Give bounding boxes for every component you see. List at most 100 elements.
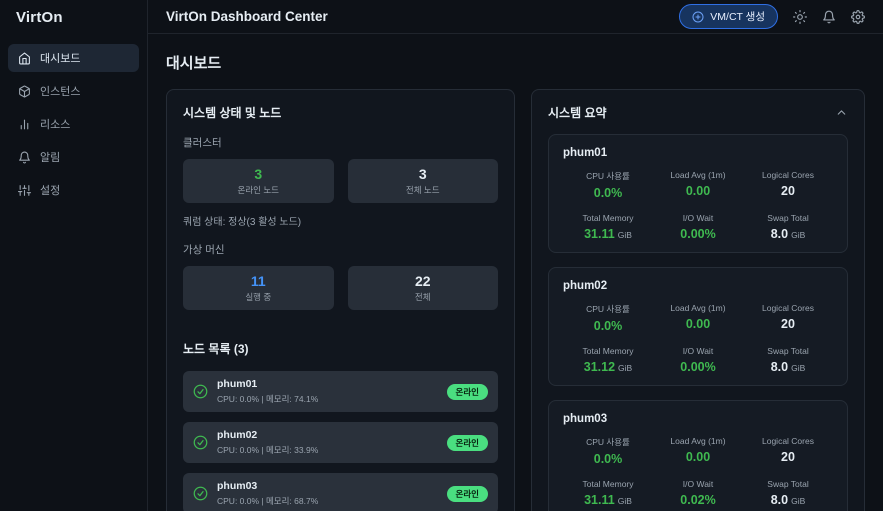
node-detail: CPU: 0.0% | 메모리: 33.9% — [217, 445, 319, 455]
metric-value: 31.12 GiB — [583, 359, 633, 374]
sidebar-item-alerts[interactable]: 알림 — [8, 143, 139, 171]
summary-card-phum02: phum02 CPU 사용률 0.0% Load Avg (1m) 0.00 — [548, 267, 848, 386]
metric-value: 20 — [781, 450, 795, 464]
summary-card-phum03: phum03 CPU 사용률 0.0% Load Avg (1m) 0.00 — [548, 400, 848, 511]
metric-unit: GiB — [791, 495, 806, 506]
stat-label: 실행 중 — [245, 291, 272, 302]
theme-toggle-button[interactable] — [793, 9, 807, 24]
metric-value: 0.0% — [593, 452, 623, 466]
sidebar-nav: 대시보드 인스턴스 리소스 알림 설정 — [0, 34, 147, 214]
metric-cpu: CPU 사용률 0.0% — [563, 170, 653, 200]
metric-load: Load Avg (1m) 0.00 — [653, 436, 743, 466]
metric-value: 8.0 GiB — [770, 226, 806, 241]
metric-value: 0.00 — [685, 450, 711, 464]
stat-label: 전체 — [414, 291, 431, 302]
sidebar-item-label: 알림 — [40, 152, 61, 164]
metric-value: 0.00 — [685, 184, 711, 198]
node-row-phum03[interactable]: phum03 CPU: 0.0% | 메모리: 68.7% 온라인 — [183, 473, 498, 511]
create-vm-button-label: VM/CT 생성 — [710, 11, 765, 23]
metric-label: I/O Wait — [682, 345, 714, 356]
metric-value: 0.0% — [593, 319, 623, 333]
panel-row: 시스템 상태 및 노드 클러스터 3 온라인 노드 3 전체 노드 쿼럼 상태:… — [166, 89, 865, 511]
summary-panel-title: 시스템 요약 — [548, 106, 607, 120]
node-row-phum01[interactable]: phum01 CPU: 0.0% | 메모리: 74.1% 온라인 — [183, 371, 498, 412]
header-actions: VM/CT 생성 — [679, 4, 865, 29]
bell-icon — [823, 10, 835, 23]
stat-label: 온라인 노드 — [237, 184, 279, 195]
notifications-button[interactable] — [822, 10, 836, 24]
node-detail: CPU: 0.0% | 메모리: 68.7% — [217, 496, 319, 506]
metric-unit: GiB — [617, 495, 632, 506]
metric-value: 0.00 — [685, 317, 711, 331]
metric-label: Swap Total — [767, 478, 809, 489]
node-name: phum03 — [217, 480, 258, 492]
summary-node-name: phum02 — [563, 280, 608, 292]
sidebar-item-instances[interactable]: 인스턴스 — [8, 77, 139, 105]
sidebar-item-settings[interactable]: 설정 — [8, 176, 139, 204]
check-circle-icon — [193, 486, 208, 501]
main-area: VirtOn Dashboard Center VM/CT 생성 대시보드 — [148, 0, 883, 511]
stat-value: 3 — [254, 165, 263, 182]
metric-label: Load Avg (1m) — [670, 303, 726, 313]
metric-label: Swap Total — [767, 212, 809, 223]
metric-label: I/O Wait — [682, 478, 714, 489]
bell-icon — [18, 151, 31, 164]
metric-value: 0.00% — [680, 226, 716, 241]
stat-card-online-nodes: 3 온라인 노드 — [183, 159, 334, 203]
top-header: VirtOn Dashboard Center VM/CT 생성 — [148, 0, 883, 34]
metric-label: Load Avg (1m) — [670, 436, 726, 446]
metric-memory: Total Memory 31.12 GiB — [563, 346, 653, 374]
sun-icon — [793, 9, 807, 24]
status-panel: 시스템 상태 및 노드 클러스터 3 온라인 노드 3 전체 노드 쿼럼 상태:… — [166, 89, 515, 511]
sidebar-item-dashboard[interactable]: 대시보드 — [8, 44, 139, 72]
metric-value: 8.0 GiB — [770, 359, 806, 374]
metric-unit: GiB — [617, 229, 632, 240]
plus-circle-icon — [692, 11, 704, 22]
metric-memory: Total Memory 31.11 GiB — [563, 479, 653, 507]
metric-value: 0.00% — [680, 359, 716, 374]
metric-value: 0.0% — [593, 186, 623, 200]
metric-cores: Logical Cores 20 — [743, 170, 833, 200]
metric-value: 31.11 GiB — [584, 226, 632, 241]
vm-stats: 11 실행 중 22 전체 — [183, 266, 498, 310]
node-name: phum01 — [217, 378, 258, 390]
summary-panel: 시스템 요약 phum01 CPU 사용률 0.0% — [531, 89, 865, 511]
metrics-grid: CPU 사용률 0.0% Load Avg (1m) 0.00 Logical … — [563, 170, 833, 240]
metrics-grid: CPU 사용률 0.0% Load Avg (1m) 0.00 Logical … — [563, 436, 833, 506]
sidebar-item-resources[interactable]: 리소스 — [8, 110, 139, 138]
summary-card-phum01: phum01 CPU 사용률 0.0% Load Avg (1m) 0.00 — [548, 134, 848, 253]
create-vm-button[interactable]: VM/CT 생성 — [679, 4, 778, 29]
page-title: 대시보드 — [166, 55, 222, 72]
cluster-label: 클러스터 — [183, 137, 222, 149]
stat-card-total-vms: 22 전체 — [347, 266, 498, 310]
settings-button[interactable] — [851, 9, 865, 24]
status-badge: 온라인 — [446, 485, 488, 502]
stat-label: 전체 노드 — [405, 184, 440, 195]
metric-swap: Swap Total 8.0 GiB — [743, 479, 833, 507]
bar-chart-icon — [18, 118, 31, 131]
node-info: phum02 CPU: 0.0% | 메모리: 33.9% — [217, 429, 318, 456]
metric-cores: Logical Cores 20 — [743, 303, 833, 333]
summary-node-name: phum03 — [563, 413, 608, 425]
metric-load: Load Avg (1m) 0.00 — [653, 303, 743, 333]
metric-label: Logical Cores — [762, 436, 814, 446]
quorum-status: 쿼럼 상태: 정상(3 활성 노드) — [183, 217, 302, 228]
metric-label: Logical Cores — [762, 303, 814, 313]
metric-cores: Logical Cores 20 — [743, 436, 833, 466]
metric-value: 8.0 GiB — [770, 492, 806, 507]
status-panel-title: 시스템 상태 및 노드 — [183, 106, 282, 120]
sidebar: VirtOn 대시보드 인스턴스 리소스 알림 설정 — [0, 0, 148, 511]
collapse-panel-button[interactable] — [835, 106, 848, 119]
metric-label: Logical Cores — [762, 170, 814, 180]
metric-label: Load Avg (1m) — [670, 170, 726, 180]
node-detail: CPU: 0.0% | 메모리: 74.1% — [217, 394, 319, 404]
metrics-grid: CPU 사용률 0.0% Load Avg (1m) 0.00 Logical … — [563, 303, 833, 373]
box-icon — [18, 85, 31, 98]
chevron-up-icon — [837, 110, 846, 115]
node-row-phum02[interactable]: phum02 CPU: 0.0% | 메모리: 33.9% 온라인 — [183, 422, 498, 463]
sidebar-item-label: 설정 — [40, 185, 61, 197]
metric-label: Total Memory — [582, 478, 634, 489]
check-circle-icon — [193, 435, 208, 450]
check-circle-icon — [193, 384, 208, 399]
